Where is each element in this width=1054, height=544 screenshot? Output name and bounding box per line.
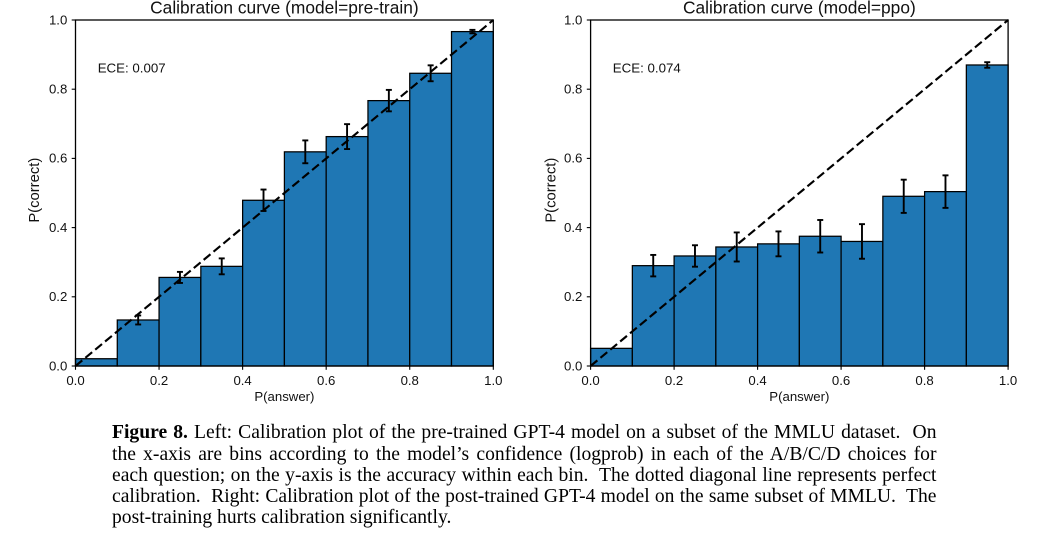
svg-text:0.0: 0.0 (581, 373, 599, 388)
svg-text:P(answer): P(answer) (254, 389, 314, 404)
svg-text:Calibration curve (model=pre-t: Calibration curve (model=pre-train) (150, 0, 418, 18)
svg-text:1.0: 1.0 (564, 12, 582, 27)
svg-text:0.8: 0.8 (915, 373, 933, 388)
svg-text:0.4: 0.4 (233, 373, 251, 388)
svg-text:1.0: 1.0 (484, 373, 502, 388)
svg-text:1.0: 1.0 (999, 373, 1017, 388)
svg-text:0.2: 0.2 (49, 289, 67, 304)
svg-text:ECE: 0.007: ECE: 0.007 (98, 61, 166, 76)
svg-text:0.2: 0.2 (665, 373, 683, 388)
svg-text:0.8: 0.8 (401, 373, 419, 388)
svg-text:Calibration curve (model=ppo): Calibration curve (model=ppo) (683, 0, 916, 18)
svg-text:0.0: 0.0 (564, 358, 582, 373)
svg-text:0.0: 0.0 (49, 358, 67, 373)
svg-text:P(correct): P(correct) (544, 158, 560, 223)
svg-text:0.2: 0.2 (150, 373, 168, 388)
svg-text:0.4: 0.4 (49, 220, 67, 235)
svg-text:1.0: 1.0 (49, 12, 67, 27)
svg-text:0.6: 0.6 (564, 151, 582, 166)
svg-text:0.6: 0.6 (832, 373, 850, 388)
svg-text:0.2: 0.2 (564, 289, 582, 304)
svg-text:0.6: 0.6 (49, 151, 67, 166)
svg-text:0.8: 0.8 (49, 82, 67, 97)
svg-text:0.8: 0.8 (564, 82, 582, 97)
svg-text:0.4: 0.4 (564, 220, 582, 235)
svg-text:0.4: 0.4 (748, 373, 766, 388)
svg-text:P(answer): P(answer) (769, 389, 829, 404)
svg-text:ECE: 0.074: ECE: 0.074 (613, 61, 681, 76)
svg-text:0.0: 0.0 (66, 373, 84, 388)
svg-text:0.6: 0.6 (317, 373, 335, 388)
svg-text:P(correct): P(correct) (27, 158, 43, 223)
